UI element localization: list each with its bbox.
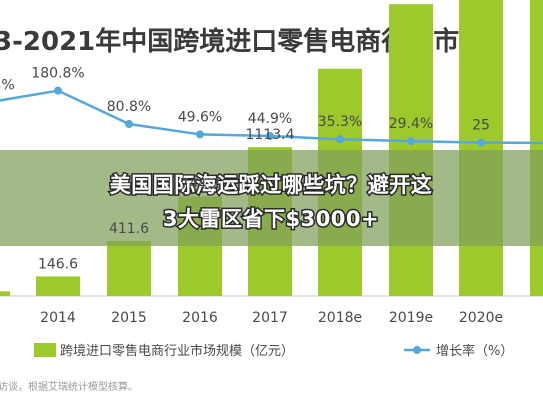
- x-tick-label-2018e: 2018e: [318, 310, 362, 326]
- bar-value-label-2017: 1113.4: [246, 127, 295, 143]
- x-tick-label-2017: 2017: [252, 310, 288, 326]
- legend-bar-swatch: [34, 343, 56, 357]
- legend-label-market-size: 跨境进口零售电商行业市场规模（亿元）: [60, 343, 294, 359]
- rate-point-2014: [54, 86, 62, 95]
- x-tick-label-2019e: 2019e: [389, 310, 433, 326]
- x-tick-label-2014: 2014: [40, 310, 76, 326]
- legend-line-marker: [413, 346, 421, 354]
- rate-point-2017: [266, 132, 274, 141]
- rate-label-2017: 44.9%: [248, 111, 292, 127]
- rate-label-2016: 49.6%: [178, 109, 222, 125]
- rate-point-2016: [196, 130, 204, 139]
- rate-label-2018e: 35.3%: [318, 114, 362, 130]
- rate-label-2019e: 29.4%: [389, 116, 433, 132]
- overlay-headline-line2: 3大雷区省下$3000+: [163, 207, 379, 231]
- bar-2: [530, 0, 543, 297]
- rate-label-2020e: 25: [472, 118, 490, 134]
- bar-2014: [36, 276, 80, 296]
- x-tick-label-2020e: 2020e: [459, 310, 503, 326]
- rate-label-2014: 180.8%: [31, 66, 84, 82]
- rate-point-2018e: [336, 135, 344, 144]
- overlay-headline-line1: 美国国际海运踩过哪些坑？避开这: [110, 173, 433, 197]
- x-tick-label-2015: 2015: [111, 310, 147, 326]
- rate-label-3: 145.3%: [0, 77, 15, 93]
- bar-value-label-2016: 744.2: [180, 177, 220, 193]
- rate-point-2015: [125, 120, 133, 129]
- overlay-band: [0, 150, 543, 246]
- bar-2015: [107, 240, 151, 296]
- bar-value-label-2014: 146.6: [38, 256, 78, 272]
- rate-point-2020e: [477, 138, 485, 147]
- bar-2020e: [459, 0, 503, 296]
- rate-label-2015: 80.8%: [107, 99, 151, 115]
- x-tick-label-2016: 2016: [182, 310, 218, 326]
- bar-value-label-2015: 411.6: [109, 221, 149, 237]
- legend-label-growth-rate: 增长率（%）: [436, 343, 513, 359]
- source-note: 访谈，根据艾瑞统计模型核算。: [0, 380, 138, 393]
- bar-3: [0, 291, 10, 296]
- rate-point-2019e: [407, 137, 415, 146]
